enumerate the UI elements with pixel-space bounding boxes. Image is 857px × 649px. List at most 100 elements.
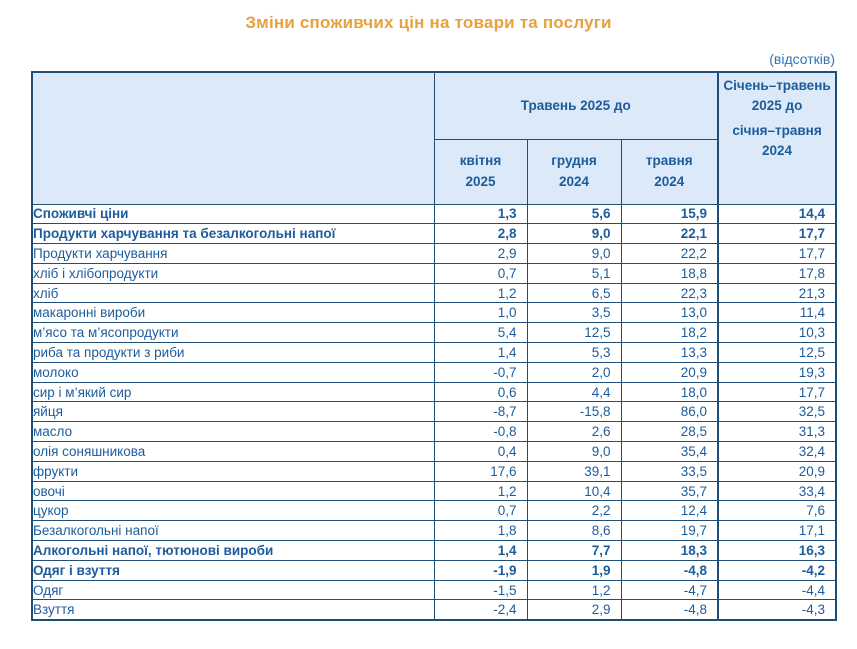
table-row: м’ясо та м’ясопродукти 5,4 12,5 18,2 10,3 bbox=[31, 322, 837, 344]
value-cell: -1,5 bbox=[433, 579, 528, 601]
value-cell: 5,6 bbox=[526, 203, 622, 225]
table-row: масло -0,8 2,6 28,5 31,3 bbox=[31, 421, 837, 443]
value-cell: 33,5 bbox=[620, 460, 719, 482]
consumer-price-table: Травень 2025 до Січень–травень 2025 до с… bbox=[31, 71, 838, 621]
value-cell: 35,7 bbox=[620, 480, 719, 502]
value-cell: 20,9 bbox=[620, 361, 719, 383]
value-cell: 1,4 bbox=[433, 342, 528, 363]
corner-header-cell bbox=[31, 71, 435, 205]
value-cell: 15,9 bbox=[620, 203, 719, 225]
value-cell: 0,6 bbox=[433, 381, 528, 403]
value-cell: 17,7 bbox=[717, 381, 837, 403]
value-cell: 20,9 bbox=[717, 460, 837, 482]
row-label: хліб і хлібопродукти bbox=[31, 262, 435, 284]
value-cell: 2,0 bbox=[526, 361, 622, 383]
value-cell: 18,8 bbox=[620, 262, 719, 284]
row-label: риба та продукти з риби bbox=[31, 342, 435, 363]
value-cell: 1,9 bbox=[526, 559, 622, 581]
value-cell: 22,2 bbox=[620, 243, 719, 264]
value-cell: -4,2 bbox=[717, 559, 837, 581]
value-cell: 18,2 bbox=[620, 322, 719, 344]
value-cell: -4,7 bbox=[620, 579, 719, 601]
value-cell: 1,3 bbox=[433, 203, 528, 225]
value-cell: 18,3 bbox=[620, 540, 719, 561]
value-cell: 5,4 bbox=[433, 322, 528, 344]
value-cell: 16,3 bbox=[717, 540, 837, 561]
table-row: Продукти харчування та безалкогольні нап… bbox=[31, 223, 837, 245]
value-cell: 12,5 bbox=[717, 342, 837, 363]
value-cell: 5,1 bbox=[526, 262, 622, 284]
value-cell: -2,4 bbox=[433, 599, 528, 621]
value-cell: 32,4 bbox=[717, 441, 837, 462]
row-label: олія соняшникова bbox=[31, 441, 435, 462]
value-cell: 22,1 bbox=[620, 223, 719, 245]
value-cell: 2,2 bbox=[526, 500, 622, 522]
table-row: олія соняшникова 0,4 9,0 35,4 32,4 bbox=[31, 441, 837, 462]
row-label: молоко bbox=[31, 361, 435, 383]
table-row: Одяг і взуття -1,9 1,9 -4,8 -4,2 bbox=[31, 559, 837, 581]
value-cell: 9,0 bbox=[526, 441, 622, 462]
col-header-april-2025: квітня 2025 bbox=[433, 138, 528, 205]
value-cell: 9,0 bbox=[526, 223, 622, 245]
page-title: Зміни споживчих цін на товари та послуги bbox=[245, 13, 612, 32]
value-cell: 2,9 bbox=[526, 599, 622, 621]
value-cell: 1,2 bbox=[526, 579, 622, 601]
table-row: Взуття -2,4 2,9 -4,8 -4,3 bbox=[31, 599, 837, 621]
value-cell: 17,8 bbox=[717, 262, 837, 284]
value-cell: 1,2 bbox=[433, 480, 528, 502]
table-row: макаронні вироби 1,0 3,5 13,0 11,4 bbox=[31, 302, 837, 324]
value-cell: 86,0 bbox=[620, 401, 719, 423]
value-cell: 1,2 bbox=[433, 282, 528, 304]
value-cell: -0,8 bbox=[433, 421, 528, 443]
value-cell: 2,8 bbox=[433, 223, 528, 245]
value-cell: 10,4 bbox=[526, 480, 622, 502]
value-cell: 39,1 bbox=[526, 460, 622, 482]
table-row: молоко -0,7 2,0 20,9 19,3 bbox=[31, 361, 837, 383]
table-body: Споживчі ціни 1,3 5,6 15,9 14,4 Продукти харч… bbox=[31, 203, 837, 621]
value-cell: 12,4 bbox=[620, 500, 719, 522]
cumulative-sub-label: січня–травня 2024 bbox=[732, 122, 822, 158]
value-cell: 3,5 bbox=[526, 302, 622, 324]
row-label: масло bbox=[31, 421, 435, 443]
value-cell: 1,4 bbox=[433, 540, 528, 561]
value-cell: 19,7 bbox=[620, 520, 719, 542]
table-row: сир і м’який сир 0,6 4,4 18,0 17,7 bbox=[31, 381, 837, 403]
value-cell: 7,7 bbox=[526, 540, 622, 561]
value-cell: 35,4 bbox=[620, 441, 719, 462]
value-cell: 33,4 bbox=[717, 480, 837, 502]
row-label: Безалкогольні напої bbox=[31, 520, 435, 542]
value-cell: 0,4 bbox=[433, 441, 528, 462]
row-label: Продукти харчування та безалкогольні нап… bbox=[31, 223, 435, 245]
table-row: Безалкогольні напої 1,8 8,6 19,7 17,1 bbox=[31, 520, 837, 542]
row-label: Продукти харчування bbox=[31, 243, 435, 264]
row-label: Одяг bbox=[31, 579, 435, 601]
table-row: Продукти харчування 2,9 9,0 22,2 17,7 bbox=[31, 243, 837, 264]
table-row: Одяг -1,5 1,2 -4,7 -4,4 bbox=[31, 579, 837, 601]
row-label: Одяг і взуття bbox=[31, 559, 435, 581]
value-cell: 2,9 bbox=[433, 243, 528, 264]
value-cell: 17,6 bbox=[433, 460, 528, 482]
row-label: цукор bbox=[31, 500, 435, 522]
value-cell: 0,7 bbox=[433, 500, 528, 522]
table-row: Алкогольні напої, тютюнові вироби 1,4 7,7 1… bbox=[31, 540, 837, 561]
value-cell: 12,5 bbox=[526, 322, 622, 344]
value-cell: 32,5 bbox=[717, 401, 837, 423]
value-cell: -4,3 bbox=[717, 599, 837, 621]
value-cell: 1,0 bbox=[433, 302, 528, 324]
value-cell: 17,1 bbox=[717, 520, 837, 542]
row-label: Алкогольні напої, тютюнові вироби bbox=[31, 540, 435, 561]
table-row: яйця -8,7 -15,8 86,0 32,5 bbox=[31, 401, 837, 423]
value-cell: 11,4 bbox=[717, 302, 837, 324]
row-label: макаронні вироби bbox=[31, 302, 435, 324]
value-cell: 2,6 bbox=[526, 421, 622, 443]
value-cell: 9,0 bbox=[526, 243, 622, 264]
value-cell: 21,3 bbox=[717, 282, 837, 304]
value-cell: 17,7 bbox=[717, 243, 837, 264]
row-label: яйця bbox=[31, 401, 435, 423]
row-label: хліб bbox=[31, 282, 435, 304]
row-label: Взуття bbox=[31, 599, 435, 621]
value-cell: 14,4 bbox=[717, 203, 837, 225]
table-row: риба та продукти з риби 1,4 5,3 13,3 12,5 bbox=[31, 342, 837, 363]
value-cell: 31,3 bbox=[717, 421, 837, 443]
value-cell: 4,4 bbox=[526, 381, 622, 403]
